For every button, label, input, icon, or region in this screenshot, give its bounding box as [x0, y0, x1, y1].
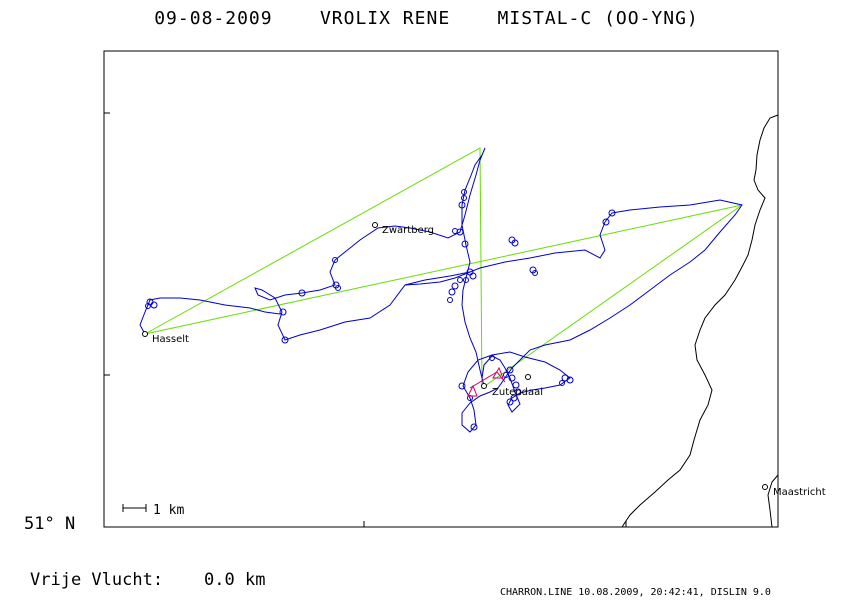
thermal-markers — [145, 189, 616, 431]
flight-track — [254, 147, 743, 433]
flight-track-west — [139, 271, 471, 335]
scale-bar — [122, 504, 147, 512]
country-border-east — [767, 474, 779, 528]
footer-credits: CHARRON.LINE 10.08.2009, 20:42:41, DISLI… — [500, 587, 771, 598]
town-zwartberg-marker — [372, 222, 378, 228]
flight-title: 09-08-2009 VROLIX RENE MISTAL-C (OO-YNG) — [154, 8, 699, 29]
town-zutendaal-marker — [481, 383, 487, 389]
task-triangle-1 — [144, 147, 743, 389]
town-hasselt-label: Hasselt — [152, 334, 189, 345]
map-frame — [103, 50, 779, 528]
town-zwartberg-label: Zwartberg — [382, 225, 434, 236]
country-border — [621, 114, 779, 528]
free-flight-value: 0.0 km — [204, 570, 266, 590]
free-flight-label: Vrije Vlucht: — [30, 570, 164, 590]
town-hasselt-marker — [142, 331, 148, 337]
town-maastricht-label: Maastricht — [773, 487, 826, 498]
scale-bar-label: 1 km — [153, 503, 184, 518]
town-maastricht-marker — [762, 484, 768, 490]
latitude-label: 51° N — [24, 514, 76, 534]
town-markers — [142, 222, 768, 490]
free-flight-distance: Vrije Vlucht: 0.0 km — [30, 570, 265, 590]
axis-ticks — [104, 112, 627, 527]
town-zutendaal-label: Zutendaal — [492, 387, 543, 398]
start-marker — [467, 366, 506, 397]
waypoint-marker — [525, 374, 531, 380]
